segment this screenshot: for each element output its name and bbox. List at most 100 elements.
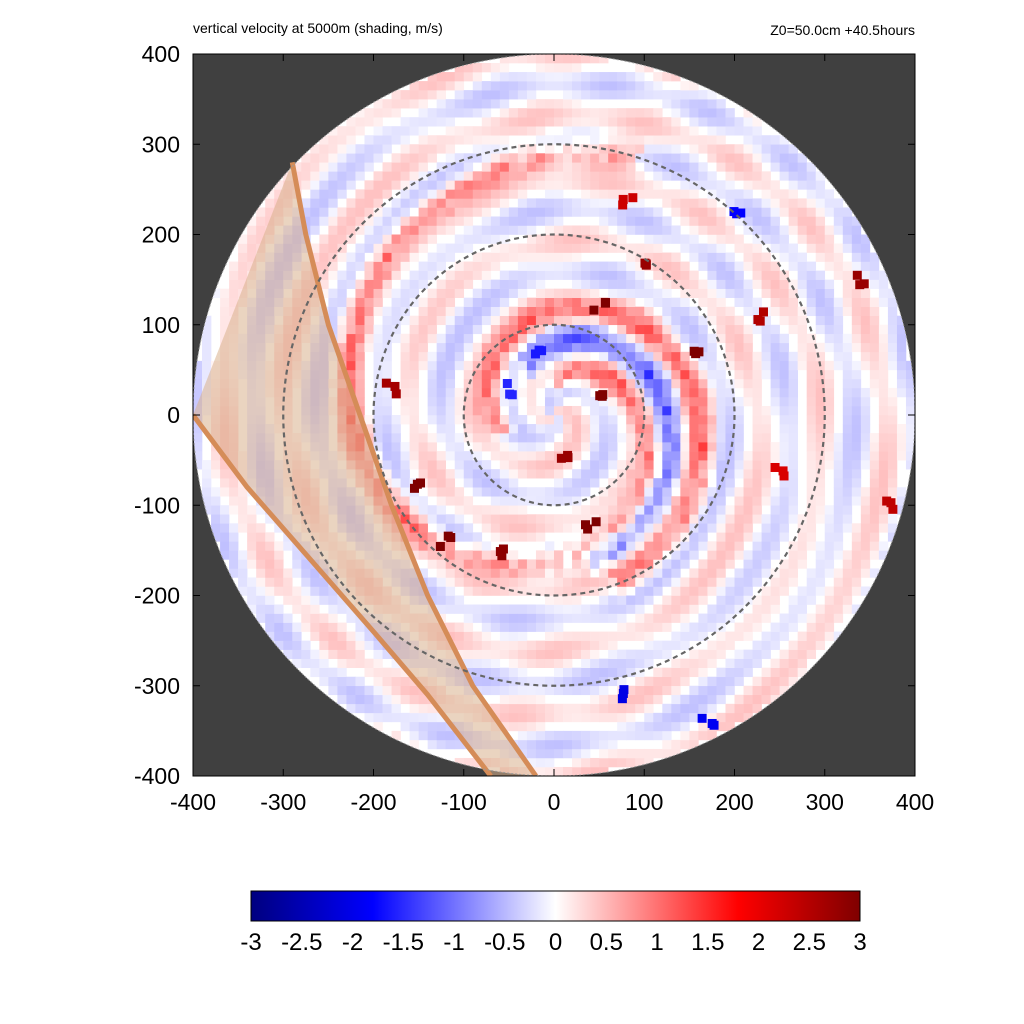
- heatmap-cell: [572, 757, 582, 768]
- heatmap-cell: [265, 631, 275, 641]
- heatmap-cell: [716, 595, 726, 605]
- heatmap-cell: [833, 261, 844, 271]
- heatmap-cell: [544, 180, 555, 190]
- heatmap-cell: [400, 505, 410, 515]
- heatmap-cell: [824, 288, 835, 298]
- heatmap-cell: [436, 144, 446, 154]
- heatmap-cell: [202, 460, 212, 470]
- heatmap-cell: [698, 396, 708, 407]
- heatmap-cell: [608, 315, 618, 326]
- heatmap-cell: [526, 577, 537, 587]
- heatmap-cell: [734, 586, 744, 596]
- heatmap-cell: [698, 514, 708, 524]
- heatmap-cell: [310, 658, 320, 668]
- heatmap-cell: [662, 685, 672, 696]
- heatmap-cell: [680, 577, 690, 587]
- heatmap-cell: [373, 721, 383, 732]
- heatmap-cell: [689, 279, 699, 289]
- heatmap-cell: [382, 216, 392, 226]
- heatmap-cell: [454, 405, 465, 416]
- heatmap-cell: [653, 90, 663, 100]
- heatmap-cell: [725, 234, 735, 244]
- heatmap-cell: [472, 135, 483, 145]
- heatmap-cell: [409, 117, 419, 127]
- heatmap-cell: [319, 252, 329, 262]
- heatmap-cell: [770, 685, 780, 696]
- heatmap-cell: [599, 90, 609, 100]
- heatmap-cell: [653, 667, 663, 678]
- heatmap-cell: [842, 234, 853, 244]
- heatmap-cell: [743, 514, 753, 524]
- heatmap-cell: [752, 613, 762, 623]
- heatmap-cell: [806, 532, 817, 542]
- heatmap-cell: [878, 297, 889, 307]
- heatmap-cell: [878, 378, 889, 389]
- heatmap-cell: [842, 424, 853, 434]
- heatmap-cell: [698, 532, 708, 542]
- heatmap-cell: [662, 730, 672, 741]
- heatmap-cell: [418, 451, 428, 461]
- heatmap-cell: [626, 270, 636, 280]
- heatmap-cell: [463, 279, 474, 289]
- heatmap-cell: [734, 324, 744, 335]
- heatmap-cell: [391, 261, 401, 271]
- heatmap-cell: [544, 144, 555, 154]
- heatmap-cell: [346, 333, 356, 344]
- heatmap-cell: [725, 108, 735, 118]
- heatmap-cell: [427, 180, 437, 190]
- heatmap-cell: [662, 460, 672, 470]
- heatmap-cell: [481, 424, 492, 434]
- heatmap-cell: [599, 730, 609, 741]
- heatmap-cell: [544, 685, 555, 696]
- heatmap-cell: [427, 451, 437, 461]
- heatmap-cell: [626, 198, 636, 208]
- heatmap-cell: [472, 63, 483, 73]
- heatmap-cell: [563, 360, 573, 371]
- heatmap-cell: [716, 649, 726, 659]
- heatmap-cell: [878, 369, 889, 380]
- heatmap-cell: [481, 342, 492, 353]
- heatmap-cell: [752, 360, 762, 371]
- heatmap-cell: [599, 487, 609, 497]
- heatmap-cell: [653, 676, 663, 687]
- heatmap-cell: [454, 387, 465, 398]
- heatmap-cell: [842, 460, 853, 470]
- heatmap-cell: [572, 342, 582, 353]
- heatmap-cell: [878, 469, 889, 479]
- heatmap-cell: [581, 757, 591, 768]
- heatmap-cell: [454, 351, 465, 362]
- heatmap-cell: [653, 396, 663, 407]
- heatmap-cell: [671, 478, 681, 488]
- heatmap-cell: [572, 369, 582, 380]
- heatmap-cell: [481, 613, 492, 623]
- heatmap-cell: [554, 442, 564, 452]
- heatmap-cell: [680, 198, 690, 208]
- heatmap-cell: [599, 261, 609, 271]
- heatmap-cell: [409, 541, 419, 551]
- heatmap-cell: [716, 676, 726, 687]
- heatmap-cell: [626, 721, 636, 732]
- heatmap-cell: [535, 640, 546, 650]
- heatmap-cell: [572, 676, 582, 687]
- heatmap-cell: [590, 243, 600, 253]
- heatmap-cell: [806, 442, 817, 452]
- heatmap-cell: [481, 685, 492, 696]
- heatmap-cell: [644, 568, 654, 578]
- heatmap-cell: [788, 153, 798, 163]
- heatmap-cell: [572, 631, 582, 641]
- heatmap-cell: [445, 189, 456, 199]
- heatmap-cell: [472, 297, 483, 307]
- heatmap-cell: [499, 279, 510, 289]
- heatmap-cell: [680, 288, 690, 298]
- heatmap-cell: [554, 216, 564, 226]
- heatmap-cell: [608, 81, 618, 91]
- heatmap-cell: [364, 424, 374, 434]
- heatmap-cell: [707, 333, 717, 344]
- heatmap-cell: [554, 424, 564, 434]
- heatmap-cell: [725, 279, 735, 289]
- heatmap-cell: [581, 117, 591, 127]
- heatmap-cell: [409, 496, 419, 506]
- heatmap-cell: [544, 207, 555, 217]
- heatmap-cell: [761, 496, 771, 506]
- heatmap-cell: [310, 595, 320, 605]
